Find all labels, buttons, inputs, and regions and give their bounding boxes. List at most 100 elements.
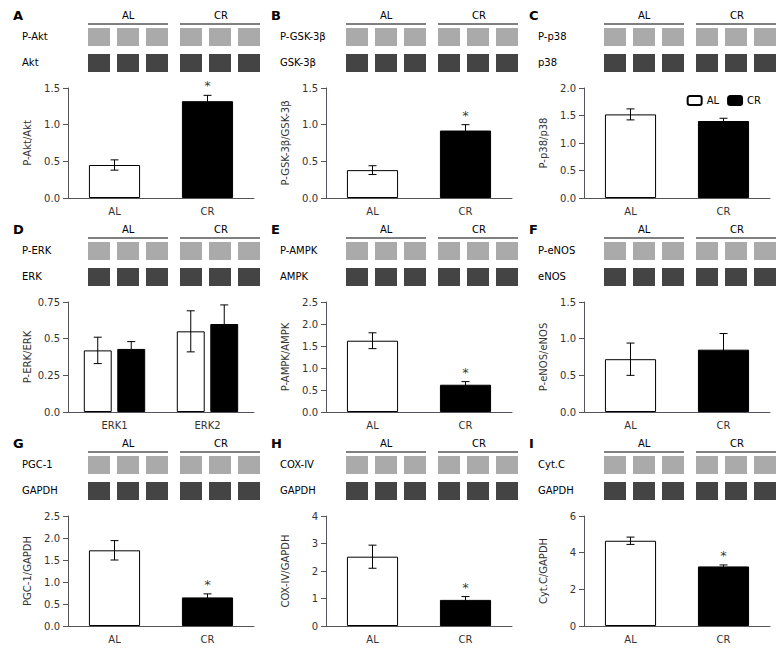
- svg-text:COX-IV/GAPDH: COX-IV/GAPDH: [280, 534, 291, 607]
- svg-text:AL: AL: [108, 206, 121, 217]
- svg-text:1.5: 1.5: [44, 555, 60, 566]
- svg-text:*: *: [204, 78, 211, 93]
- svg-text:P-p38: P-p38: [538, 31, 567, 42]
- svg-text:0.0: 0.0: [560, 193, 576, 204]
- svg-text:AL: AL: [380, 224, 393, 235]
- svg-text:GAPDH: GAPDH: [538, 485, 574, 496]
- svg-text:0.5: 0.5: [560, 165, 576, 176]
- svg-text:GSK-3β: GSK-3β: [280, 57, 316, 68]
- svg-text:1.0: 1.0: [560, 138, 576, 149]
- svg-text:1.0: 1.0: [560, 333, 576, 344]
- svg-text:6: 6: [570, 511, 576, 522]
- svg-text:*: *: [462, 365, 469, 380]
- svg-text:2.5: 2.5: [44, 511, 60, 522]
- svg-text:4: 4: [312, 511, 318, 522]
- svg-text:COX-IV: COX-IV: [280, 459, 314, 470]
- svg-text:AL: AL: [624, 634, 637, 645]
- svg-text:2: 2: [570, 584, 576, 595]
- svg-text:PGC-1: PGC-1: [22, 459, 53, 470]
- svg-text:2.0: 2.0: [44, 533, 60, 544]
- svg-text:0.5: 0.5: [44, 156, 60, 167]
- svg-text:0.75: 0.75: [38, 297, 60, 308]
- svg-text:B: B: [271, 8, 281, 23]
- svg-text:AL: AL: [108, 634, 121, 645]
- svg-text:*: *: [720, 548, 727, 563]
- svg-text:F: F: [529, 222, 538, 237]
- svg-text:1.5: 1.5: [44, 83, 60, 94]
- svg-text:P-ERK/ERK: P-ERK/ERK: [22, 330, 33, 383]
- svg-text:ERK: ERK: [22, 271, 42, 282]
- svg-text:AL: AL: [638, 10, 651, 21]
- svg-text:P-ERK: P-ERK: [22, 245, 52, 256]
- svg-text:0.5: 0.5: [44, 333, 60, 344]
- svg-text:*: *: [462, 580, 469, 595]
- svg-text:P-eNOS: P-eNOS: [538, 245, 575, 256]
- svg-text:0: 0: [312, 621, 318, 632]
- svg-text:AL: AL: [707, 95, 720, 106]
- svg-text:p38: p38: [538, 57, 557, 68]
- svg-text:CR: CR: [459, 206, 473, 217]
- svg-text:Cyt.C/GAPDH: Cyt.C/GAPDH: [538, 538, 549, 604]
- svg-text:Cyt.C: Cyt.C: [538, 459, 565, 470]
- svg-text:0.0: 0.0: [44, 407, 60, 418]
- svg-text:0.0: 0.0: [302, 193, 318, 204]
- svg-text:0.5: 0.5: [302, 385, 318, 396]
- svg-text:AL: AL: [366, 206, 379, 217]
- svg-text:CR: CR: [214, 224, 228, 235]
- svg-text:CR: CR: [214, 438, 228, 449]
- svg-text:PGC-1/GAPDH: PGC-1/GAPDH: [22, 536, 33, 606]
- svg-text:AL: AL: [380, 438, 393, 449]
- svg-text:CR: CR: [472, 438, 486, 449]
- svg-text:P-p38/p38: P-p38/p38: [538, 118, 549, 169]
- svg-text:AL: AL: [122, 224, 135, 235]
- svg-text:CR: CR: [201, 634, 215, 645]
- svg-text:2.0: 2.0: [302, 319, 318, 330]
- svg-text:P-Akt: P-Akt: [22, 31, 48, 42]
- svg-text:AL: AL: [638, 224, 651, 235]
- svg-text:Akt: Akt: [22, 57, 39, 68]
- svg-text:CR: CR: [459, 420, 473, 431]
- svg-text:0.0: 0.0: [44, 621, 60, 632]
- svg-text:1.5: 1.5: [560, 297, 576, 308]
- svg-text:1.5: 1.5: [302, 341, 318, 352]
- svg-text:*: *: [462, 108, 469, 123]
- svg-text:1.0: 1.0: [44, 577, 60, 588]
- svg-text:P-AMPK/AMPK: P-AMPK/AMPK: [280, 322, 291, 391]
- svg-text:P-GSK-3β: P-GSK-3β: [280, 31, 326, 42]
- svg-text:P-GSK-3β/GSK-3β: P-GSK-3β/GSK-3β: [280, 100, 291, 185]
- svg-text:1: 1: [312, 593, 318, 604]
- svg-text:C: C: [529, 8, 539, 23]
- svg-text:GAPDH: GAPDH: [280, 485, 316, 496]
- svg-text:0.5: 0.5: [560, 370, 576, 381]
- svg-text:D: D: [13, 222, 24, 237]
- svg-text:AL: AL: [638, 438, 651, 449]
- svg-text:1.5: 1.5: [560, 110, 576, 121]
- svg-text:CR: CR: [459, 634, 473, 645]
- svg-text:0.5: 0.5: [44, 599, 60, 610]
- svg-text:AL: AL: [624, 420, 637, 431]
- svg-text:AL: AL: [122, 10, 135, 21]
- svg-text:eNOS: eNOS: [538, 271, 566, 282]
- svg-text:ERK1: ERK1: [101, 420, 127, 431]
- svg-text:CR: CR: [472, 224, 486, 235]
- svg-text:AL: AL: [624, 206, 637, 217]
- svg-text:AL: AL: [122, 438, 135, 449]
- svg-text:H: H: [271, 436, 282, 451]
- svg-text:3: 3: [312, 538, 318, 549]
- svg-text:*: *: [204, 577, 211, 592]
- svg-text:E: E: [271, 222, 280, 237]
- svg-text:CR: CR: [730, 10, 744, 21]
- svg-text:AL: AL: [366, 634, 379, 645]
- svg-text:CR: CR: [730, 224, 744, 235]
- svg-text:1.5: 1.5: [302, 83, 318, 94]
- svg-text:A: A: [13, 8, 23, 23]
- svg-text:GAPDH: GAPDH: [22, 485, 58, 496]
- svg-text:1.0: 1.0: [302, 363, 318, 374]
- svg-text:2.0: 2.0: [560, 83, 576, 94]
- svg-text:2.5: 2.5: [302, 297, 318, 308]
- svg-text:ERK2: ERK2: [194, 420, 220, 431]
- svg-text:0.25: 0.25: [38, 370, 60, 381]
- svg-text:0.5: 0.5: [302, 156, 318, 167]
- svg-text:P-AMPK: P-AMPK: [280, 245, 318, 256]
- svg-text:CR: CR: [214, 10, 228, 21]
